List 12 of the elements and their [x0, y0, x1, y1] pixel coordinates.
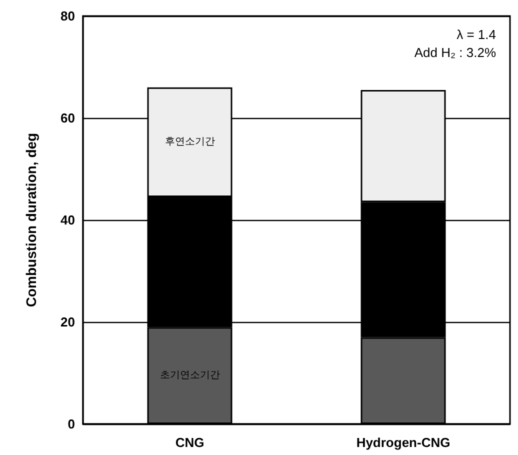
series-label: 후연소기간	[164, 136, 215, 148]
annotation: λ = 1.4	[456, 27, 496, 42]
series-label: 초기연소기간	[160, 370, 220, 382]
y-axis-title: Combustion duration, deg	[23, 132, 39, 308]
y-tick-label: 20	[60, 314, 75, 330]
y-tick-label: 40	[60, 212, 75, 228]
annotation: Add H₂ : 3.2%	[414, 45, 496, 60]
y-tick-label: 60	[60, 110, 75, 126]
y-tick-label: 80	[60, 8, 75, 24]
x-tick-label: Hydrogen-CNG	[356, 435, 450, 450]
y-tick-label: 0	[68, 416, 75, 432]
x-tick-label: CNG	[175, 435, 204, 450]
